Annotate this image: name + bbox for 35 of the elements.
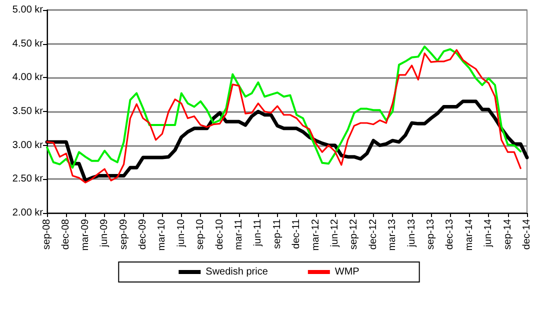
x-tick-label: jun-10 [176, 218, 187, 248]
x-tick-label: dec-08 [60, 218, 72, 250]
x-tick-label: sep-12 [348, 218, 360, 250]
x-tick-label: mar-14 [464, 218, 475, 251]
y-tick-label: 4.50 kr [12, 38, 44, 50]
legend-label: WMP [334, 266, 360, 278]
x-tick-label: jun-12 [330, 218, 340, 248]
x-tick-label: sep-11 [272, 218, 283, 249]
x-tick-label: mar-09 [80, 218, 91, 251]
x-tick-label: jun-11 [252, 218, 264, 248]
x-tick-label: dec-12 [368, 218, 379, 250]
legend-label: Swedish price [206, 266, 268, 278]
x-tick-label: mar-12 [310, 218, 322, 251]
x-tick-label: sep-14 [502, 218, 514, 250]
x-tick-label: dec-13 [444, 218, 456, 250]
x-tick-label: sep-09 [118, 218, 130, 250]
x-tick-label: jun-14 [483, 218, 494, 248]
x-tick-label: mar-11 [234, 218, 244, 250]
y-tick-label: 2.00 kr [12, 208, 44, 218]
x-tick-label: jun-09 [99, 218, 110, 248]
x-tick-label: sep-08 [42, 218, 52, 250]
x-tick-label: dec-11 [291, 218, 302, 249]
y-tick-label: 5.00 kr [12, 4, 44, 16]
x-tick-label: sep-13 [426, 218, 436, 250]
x-tick-label: dec-09 [138, 218, 148, 250]
y-tick-label: 4.00 kr [12, 72, 44, 84]
x-tick-label: mar-13 [387, 218, 398, 251]
x-tick-label: mar-10 [156, 218, 168, 251]
x-tick-label: jun-13 [406, 218, 418, 248]
y-tick-label: 3.50 kr [12, 106, 44, 117]
y-tick-label: 2.50 kr [12, 174, 44, 185]
x-tick-label: dec-10 [214, 218, 226, 250]
y-tick-label: 3.00 kr [12, 140, 44, 151]
x-tick-label: dec-14 [522, 218, 532, 250]
x-tick-label: sep-10 [195, 218, 206, 250]
